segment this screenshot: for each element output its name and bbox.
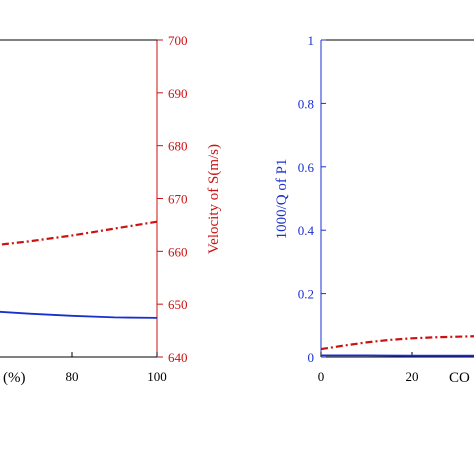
left-right-y-ticks: 640 650 660 670 680 690 700 xyxy=(157,33,188,365)
left-right-y-tick-label: 680 xyxy=(168,139,188,154)
left-right-y-tick-label: 700 xyxy=(168,33,188,48)
right-x-tick-label: 20 xyxy=(406,369,419,384)
right-y-tick-label: 0.6 xyxy=(298,160,315,175)
left-series-group xyxy=(0,220,158,319)
left-right-y-tick-label: 670 xyxy=(168,192,188,207)
right-y-tick-label: 0 xyxy=(308,350,315,365)
left-right-y-axis-label: Velocity of S(m/s) xyxy=(206,144,222,254)
right-series-group xyxy=(320,335,474,357)
right-y-tick-label: 0.4 xyxy=(298,223,315,238)
left-x-tick-label: 80 xyxy=(66,369,79,384)
left-x-axis-label: (%) xyxy=(3,370,26,386)
right-y-axis-label: 1000/Q of P1 xyxy=(274,159,290,240)
left-blue-series-line xyxy=(0,310,158,319)
right-x-axis-label: CO xyxy=(449,370,470,386)
right-panel: 0 20 0 0.2 0.4 0.6 0.8 1 CO 1000/Q of P1 xyxy=(274,33,474,386)
right-x-tick-label: 0 xyxy=(318,369,325,384)
right-y-tick-label: 0.2 xyxy=(298,287,314,302)
left-red-series-line xyxy=(0,220,158,246)
left-panel: 80 100 640 650 660 670 680 690 700 (%) Velocity… xyxy=(0,33,222,386)
right-y-ticks: 0 0.2 0.4 0.6 0.8 1 xyxy=(298,33,326,365)
left-right-y-tick-label: 650 xyxy=(168,297,188,312)
left-right-y-tick-label: 660 xyxy=(168,244,188,259)
left-x-tick-label: 100 xyxy=(147,369,167,384)
right-red-series-line xyxy=(320,335,474,351)
left-x-ticks: 80 100 xyxy=(66,352,167,384)
left-right-y-tick-label: 640 xyxy=(168,350,188,365)
left-right-y-tick-label: 690 xyxy=(168,86,188,101)
right-y-tick-label: 0.8 xyxy=(298,96,314,111)
right-y-tick-label: 1 xyxy=(308,33,315,48)
